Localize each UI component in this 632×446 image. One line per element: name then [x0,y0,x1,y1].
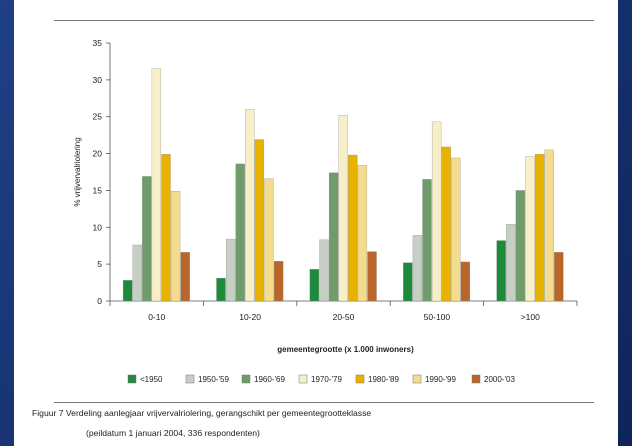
bar [451,157,461,302]
y-axis-label: % vrijvervalriolering [73,137,82,206]
bar [506,224,516,302]
legend-label: 1970-'79 [311,375,342,384]
legend-swatch [185,374,195,384]
bar [441,146,451,302]
bar [357,165,368,302]
legend-label: 1960-'69 [254,375,285,384]
legend-label: <1950 [140,375,163,384]
bar [161,154,171,302]
y-tick-label: 5 [97,259,102,269]
bar [515,190,526,302]
bar [422,179,432,302]
x-tick-label: 50-100 [424,312,451,322]
bar [554,252,564,302]
bar [328,172,339,302]
bar [264,178,274,302]
x-axis-label: gemeentegrootte (x 1.000 inwoners) [277,345,414,354]
caption-rule [54,402,594,403]
bar [338,115,348,302]
legend-swatch [355,374,365,384]
bar-chart: 0 5 10 15 20 25 30 35 % vrijvervalriolering 0-10 1… [73,38,578,384]
bar [216,277,226,302]
bar [367,251,377,302]
legend-swatch [241,374,251,384]
bar [122,280,133,302]
legend-label: 2000-'03 [484,375,515,384]
bar [235,163,245,302]
y-tick-label: 0 [97,296,102,306]
bar [431,121,442,302]
y-tick-label: 15 [93,185,103,195]
legend-label: 1990-'99 [425,375,456,384]
bar [534,154,545,302]
bar [132,244,142,302]
top-rule [54,20,594,21]
bar [319,239,329,302]
bar [151,68,162,302]
bar [142,176,152,302]
bar [544,149,554,302]
bar [496,240,506,302]
bar [180,252,190,302]
x-tick-label: 10-20 [239,312,261,322]
x-tick-label: >100 [521,312,540,322]
bar [403,262,413,302]
bar [170,191,181,302]
legend-label: 1950-'59 [198,375,229,384]
bar [309,269,320,302]
bar [254,139,265,302]
bar [245,109,255,302]
y-tick-label: 10 [93,222,103,232]
caption-title: Figuur 7 Verdeling aanlegjaar vrijverval… [32,408,372,418]
x-tick-label: 0-10 [148,312,165,322]
figure-page: 0 5 10 15 20 25 30 35 % vrijvervalriolering 0-10 1… [14,0,618,446]
legend-swatch [471,374,481,384]
figure-caption: Figuur 7 Verdeling aanlegjaar vrijverval… [32,407,612,439]
legend-label: 1980-'89 [368,375,399,384]
y-tick-label: 35 [93,38,103,48]
bar [348,154,358,302]
bar [412,235,423,302]
legend-swatch [412,374,422,384]
bar [225,238,236,302]
y-tick-label: 25 [93,112,103,122]
y-tick-label: 30 [93,75,103,85]
bar [460,261,471,302]
bar [525,156,535,302]
x-tick-label: 20-50 [333,312,355,322]
y-tick-label: 20 [93,149,103,159]
legend-swatch [298,374,308,384]
legend-swatch [127,374,137,384]
bar [273,261,284,302]
caption-subtitle: (peildatum 1 januari 2004, 336 responden… [86,428,260,438]
